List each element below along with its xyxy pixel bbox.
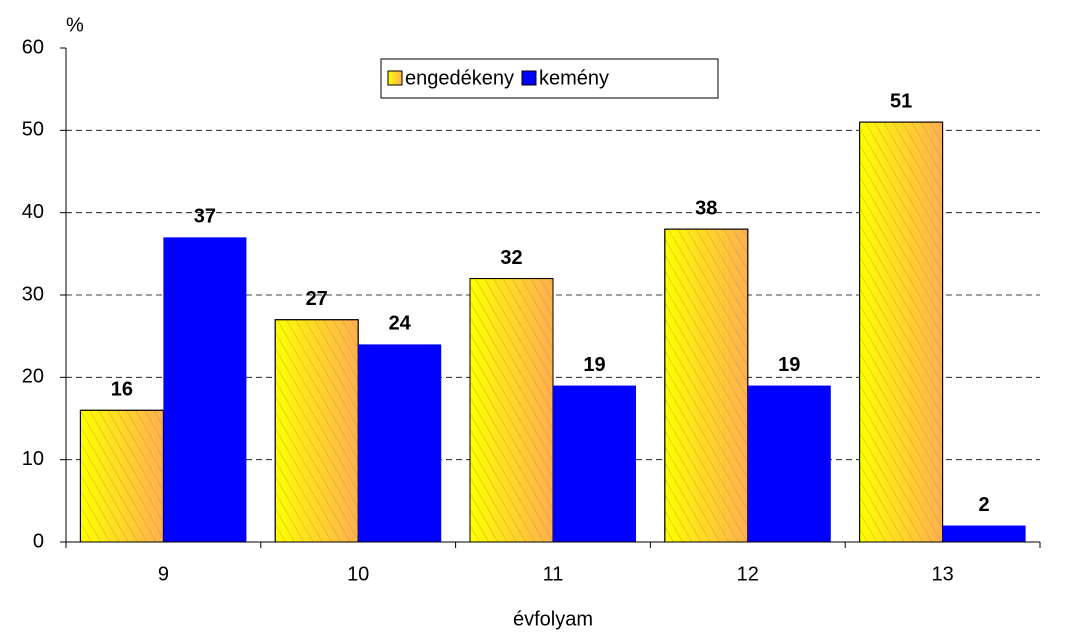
y-tick-label: 30 [22, 283, 44, 305]
y-tick-label: 0 [33, 530, 44, 552]
y-tick-label: 40 [22, 201, 44, 223]
legend-box [380, 58, 719, 99]
y-tick-label: 10 [22, 448, 44, 470]
legend-swatch [387, 70, 403, 86]
x-axis-title: évfolyam [513, 608, 593, 630]
x-tick-label: 11 [543, 563, 564, 585]
y-axis-title: % [66, 14, 84, 36]
bar-hatch [859, 121, 944, 543]
bar-hatch [79, 409, 164, 543]
legend-label: kemény [539, 67, 609, 89]
legend-swatch [521, 70, 537, 86]
y-tick-label: 60 [22, 36, 44, 58]
bar [358, 344, 442, 542]
x-tick-label: 9 [158, 563, 169, 585]
value-label: 16 [111, 379, 133, 401]
legend-label: engedékeny [405, 67, 514, 89]
value-label: 32 [500, 247, 522, 269]
y-tick-label: 20 [22, 366, 44, 388]
x-tick-label: 10 [347, 563, 369, 585]
value-label: 51 [890, 90, 912, 112]
value-label: 38 [695, 197, 717, 219]
bar-hatch [469, 278, 554, 543]
bar [163, 237, 247, 542]
bar-hatch [664, 228, 749, 543]
bar [942, 525, 1026, 542]
value-label: 27 [306, 288, 328, 310]
value-label: 37 [194, 206, 216, 228]
bar [553, 385, 636, 542]
x-tick-label: 12 [737, 563, 759, 585]
y-tick-label: 50 [22, 119, 44, 141]
bar [747, 385, 831, 542]
value-label: 2 [979, 494, 990, 516]
x-tick-label: 13 [931, 563, 953, 585]
value-label: 24 [389, 313, 412, 335]
bar-hatch [274, 319, 359, 543]
value-label: 19 [583, 354, 605, 376]
value-label: 19 [778, 354, 800, 376]
